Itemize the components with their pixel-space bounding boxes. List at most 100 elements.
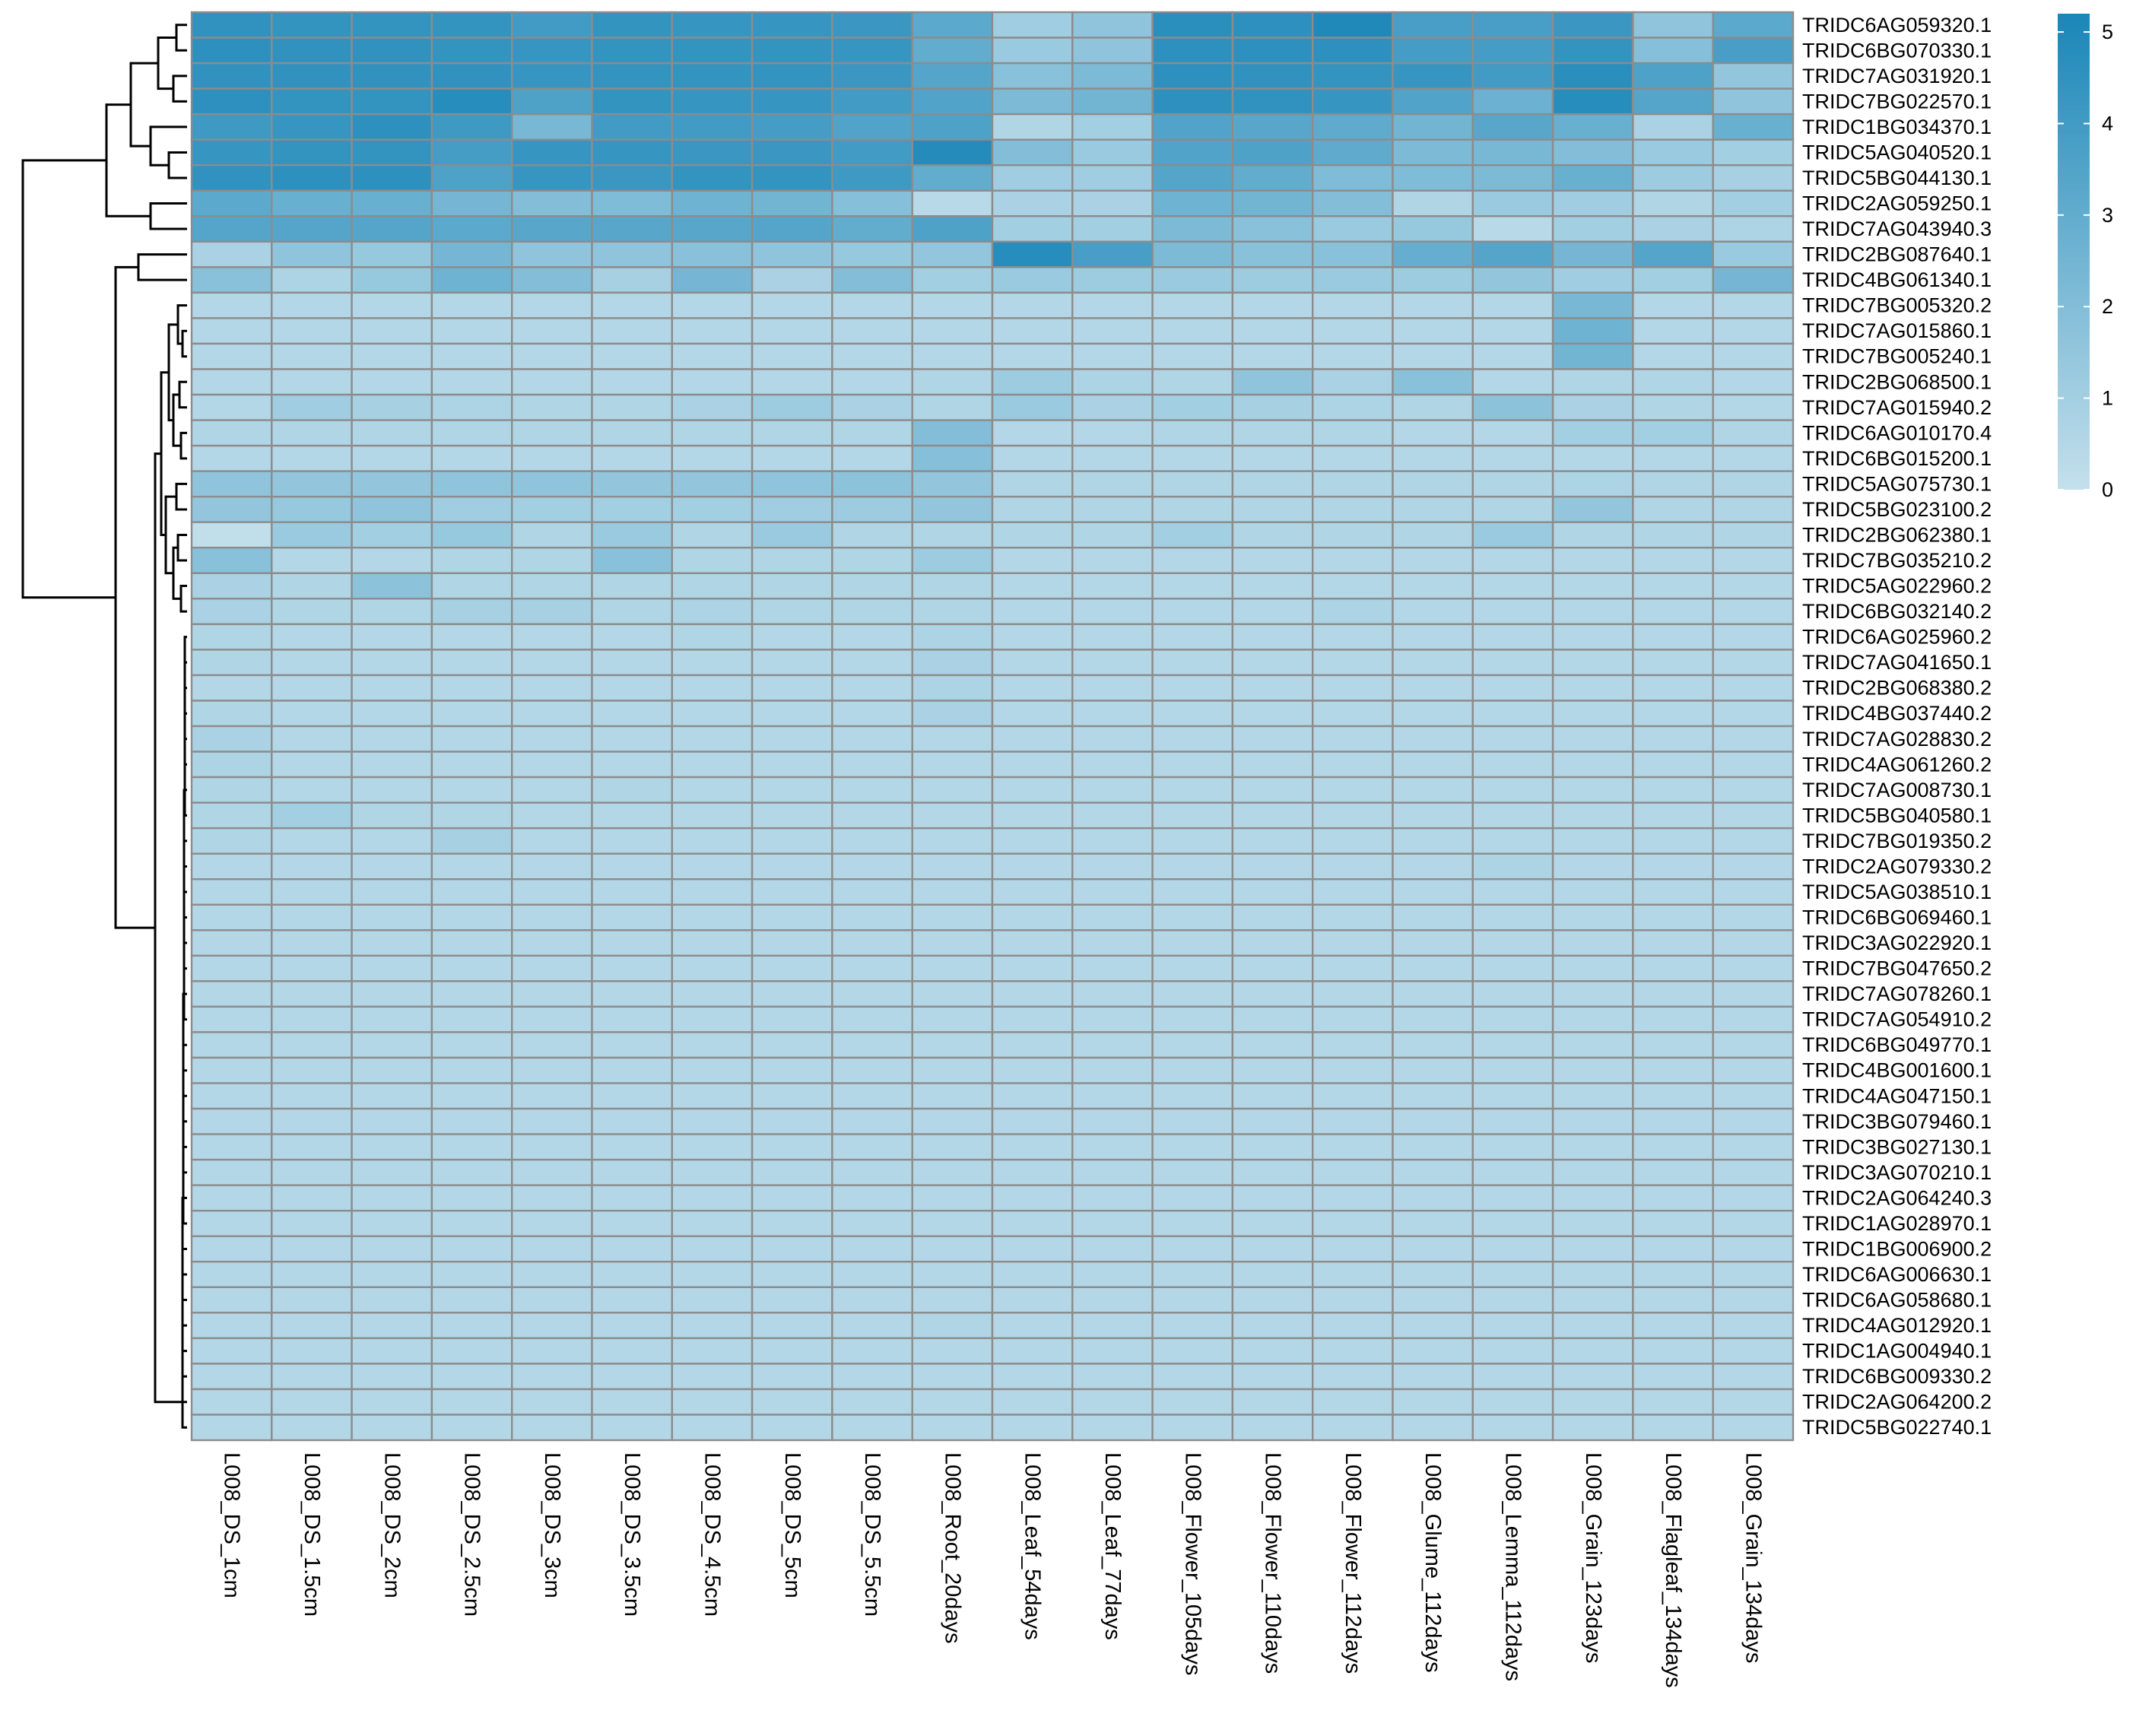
- heatmap-cell: [751, 113, 833, 141]
- heatmap-cell: [991, 368, 1074, 396]
- heatmap-cell: [351, 1363, 433, 1391]
- heatmap-cell: [190, 317, 273, 345]
- heatmap-cell: [1151, 164, 1234, 192]
- heatmap-cell: [1311, 113, 1394, 141]
- heatmap-cell: [190, 878, 273, 906]
- heatmap-cell: [831, 1388, 913, 1416]
- heatmap-cell: [1071, 598, 1154, 626]
- heatmap-cell: [430, 1388, 513, 1416]
- heatmap-cell: [671, 725, 754, 753]
- heatmap-cell: [1231, 266, 1314, 294]
- heatmap-cell: [991, 342, 1074, 370]
- heatmap-cell: [1632, 725, 1714, 753]
- heatmap-cell: [831, 342, 913, 370]
- heatmap-cell: [351, 495, 433, 523]
- heatmap-cell: [1712, 700, 1795, 728]
- heatmap-cell: [1632, 368, 1714, 396]
- heatmap-cell: [1551, 547, 1634, 574]
- heatmap-cell: [1151, 521, 1234, 549]
- heatmap-cell: [1151, 827, 1234, 855]
- heatmap-cell: [190, 1082, 273, 1110]
- heatmap-cell: [831, 1286, 913, 1314]
- heatmap-cell: [1632, 623, 1714, 651]
- heatmap-cell: [1551, 317, 1634, 345]
- heatmap-cell: [1071, 827, 1154, 855]
- heatmap-cell: [511, 113, 593, 141]
- heatmap-cell: [1311, 36, 1394, 65]
- heatmap-cell: [1632, 36, 1714, 65]
- heatmap-cell: [991, 444, 1074, 472]
- heatmap-cell: [991, 1414, 1074, 1442]
- heatmap-cell: [1231, 1209, 1314, 1237]
- heatmap-cell: [591, 62, 674, 90]
- heatmap-cell: [991, 87, 1074, 116]
- heatmap-cell: [1311, 393, 1394, 421]
- heatmap-cell: [1471, 62, 1554, 90]
- heatmap-cell: [190, 495, 273, 523]
- heatmap-cell: [591, 291, 674, 319]
- heatmap-cell: [511, 649, 593, 677]
- heatmap-cell: [831, 189, 913, 217]
- heatmap-cell: [751, 266, 833, 294]
- heatmap-cell: [1311, 1031, 1394, 1059]
- heatmap-cell: [1311, 852, 1394, 881]
- row-label: TRIDC3AG022920.1: [1802, 931, 1992, 954]
- heatmap-cell: [1551, 291, 1634, 319]
- heatmap-cell: [831, 368, 913, 396]
- heatmap-cell: [271, 62, 353, 90]
- heatmap-cell: [1311, 1158, 1394, 1186]
- heatmap-cell: [1712, 776, 1795, 804]
- heatmap-cell: [1311, 368, 1394, 396]
- row-label: TRIDC7BG035210.2: [1802, 549, 1992, 572]
- heatmap-cell: [1392, 1184, 1474, 1212]
- row-label: TRIDC6AG059320.1: [1802, 14, 1992, 36]
- heatmap-cell: [591, 980, 674, 1008]
- heatmap-cell: [831, 700, 913, 728]
- heatmap-cell: [1551, 11, 1634, 39]
- heatmap-cell: [1471, 1209, 1554, 1237]
- heatmap-cell: [511, 700, 593, 728]
- heatmap-cell: [1632, 598, 1714, 626]
- heatmap-cell: [430, 1414, 513, 1442]
- color-scale-bar: [2058, 14, 2090, 490]
- heatmap-cell: [1151, 776, 1234, 804]
- heatmap-cell: [1151, 801, 1234, 830]
- heatmap-cell: [751, 1261, 833, 1288]
- dendrogram-branch: [129, 62, 158, 148]
- heatmap-cell: [1392, 751, 1474, 779]
- column-label: L008_DS_3.5cm: [620, 1452, 644, 1617]
- heatmap-cell: [1392, 393, 1474, 421]
- heatmap-cell: [1311, 929, 1394, 957]
- heatmap-cell: [751, 1286, 833, 1314]
- heatmap-cell: [591, 368, 674, 396]
- heatmap-cell: [671, 113, 754, 141]
- heatmap-cell: [991, 1107, 1074, 1135]
- heatmap-cell: [911, 1337, 994, 1365]
- heatmap-cell: [671, 801, 754, 830]
- heatmap-cell: [1311, 266, 1394, 294]
- heatmap-cell: [831, 878, 913, 906]
- heatmap-cell: [911, 751, 994, 779]
- heatmap-cell: [1712, 444, 1795, 472]
- heatmap-cell: [591, 903, 674, 931]
- legend-tick-label: 2: [2102, 295, 2113, 318]
- heatmap-cell: [1551, 521, 1634, 549]
- heatmap-cell: [1311, 700, 1394, 728]
- heatmap-cell: [1151, 1133, 1234, 1161]
- heatmap-cell: [831, 240, 913, 268]
- row-label: TRIDC4AG012920.1: [1802, 1314, 1992, 1337]
- heatmap-cell: [1231, 138, 1314, 167]
- heatmap-cell: [1311, 776, 1394, 804]
- heatmap-cell: [751, 827, 833, 855]
- heatmap-cell: [591, 1363, 674, 1391]
- heatmap-cell: [911, 62, 994, 90]
- heatmap-cell: [1471, 36, 1554, 65]
- heatmap-cell: [591, 470, 674, 498]
- heatmap-cell: [1632, 470, 1714, 498]
- heatmap-cell: [430, 164, 513, 192]
- heatmap-cell: [271, 1363, 353, 1391]
- heatmap-cell: [1231, 547, 1314, 574]
- heatmap-cell: [190, 598, 273, 626]
- heatmap-cell: [511, 1158, 593, 1186]
- heatmap-cell: [1231, 954, 1314, 982]
